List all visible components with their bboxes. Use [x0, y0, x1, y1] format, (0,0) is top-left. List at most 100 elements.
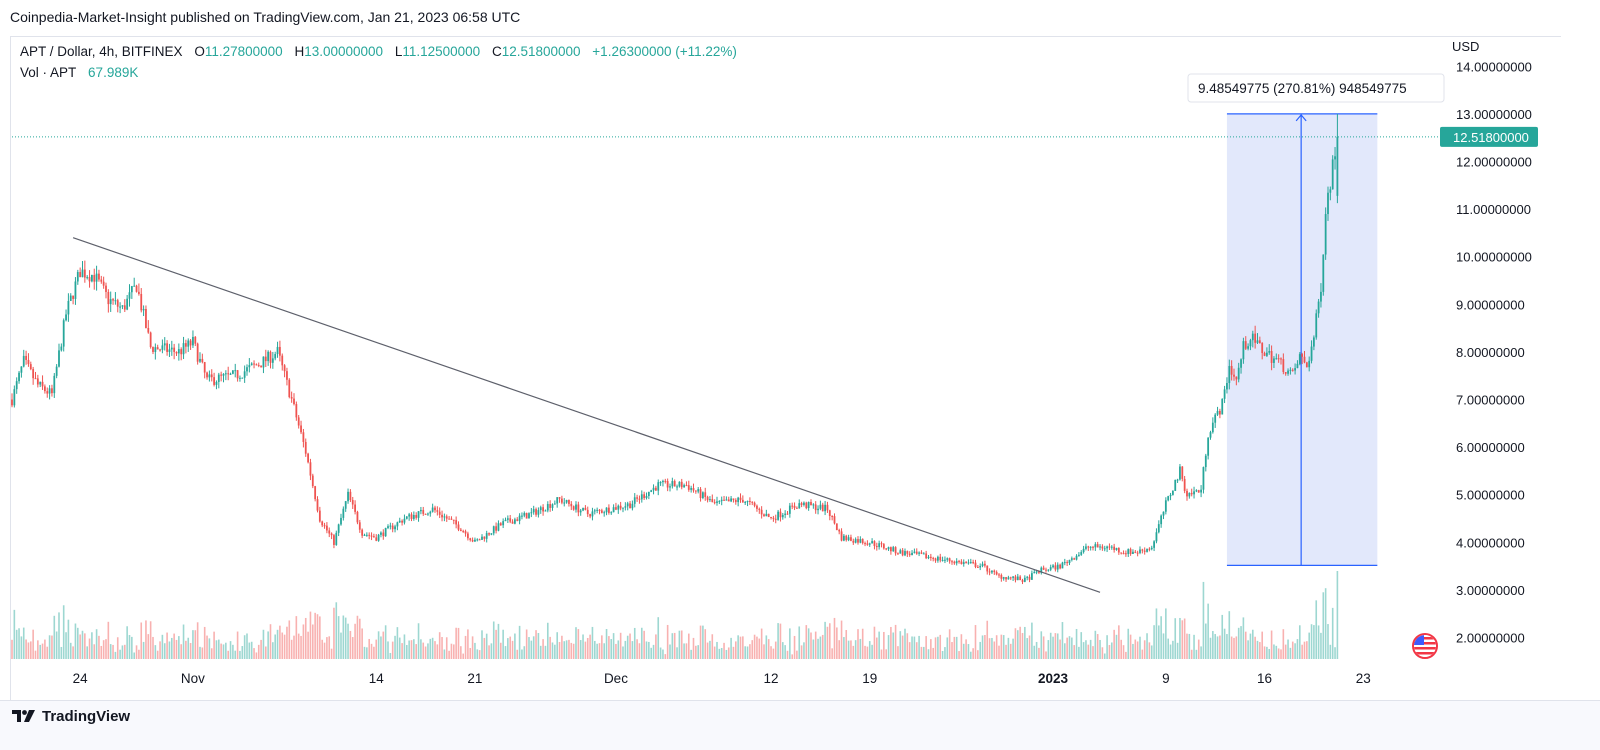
candle-body — [986, 565, 989, 572]
candle-body — [732, 498, 735, 500]
price-range-area[interactable] — [1226, 113, 1378, 566]
candle-body — [553, 503, 556, 505]
candle-body — [542, 507, 544, 512]
candle-body — [965, 562, 967, 564]
candle — [631, 500, 634, 511]
time-axis[interactable]: 24 Nov 14 21 Dec 12 19 2023 9 16 23 — [73, 671, 1371, 686]
candle — [387, 524, 389, 530]
candle-body — [36, 378, 39, 385]
candle — [1132, 549, 1134, 555]
candle — [1181, 466, 1184, 482]
volume-bar — [861, 628, 864, 659]
candle — [109, 291, 112, 312]
volume-bar — [1174, 618, 1177, 659]
candles — [11, 113, 1339, 585]
candle-body — [1320, 291, 1322, 302]
candle — [842, 534, 845, 542]
volume-bar — [1296, 639, 1299, 659]
candle-body — [600, 510, 603, 513]
candle — [676, 484, 678, 491]
candle-body — [1141, 549, 1144, 551]
volume-bar — [514, 633, 516, 659]
volume-bar — [380, 636, 382, 659]
volume-bar — [854, 640, 857, 659]
candle-body — [356, 511, 359, 523]
candle — [969, 558, 972, 564]
price-range-tool[interactable] — [1226, 113, 1378, 566]
candle — [372, 533, 375, 538]
price-axis[interactable]: USD 14.0000000013.0000000012.0000000011.… — [1452, 39, 1532, 646]
volume-bar — [509, 636, 511, 659]
volume-bar — [107, 621, 110, 659]
volume-bar — [1193, 634, 1195, 659]
candle-body — [163, 343, 166, 346]
volume-bar — [55, 631, 58, 659]
candle-body — [1012, 576, 1014, 578]
candle — [434, 505, 436, 513]
candle — [673, 479, 676, 487]
candle — [1061, 561, 1064, 569]
candle-body — [1331, 159, 1334, 190]
candle — [436, 506, 439, 516]
candle-body — [53, 375, 56, 394]
volume-bar — [922, 646, 925, 659]
volume-bar — [34, 650, 37, 659]
candle-body — [1240, 359, 1242, 368]
volume-bar — [1320, 632, 1322, 659]
tradingview-brand[interactable]: TradingView — [12, 706, 130, 726]
us-flag-icon[interactable] — [1412, 633, 1438, 659]
candle-body — [1261, 343, 1264, 354]
candle-body — [422, 509, 425, 514]
candle-body — [908, 553, 911, 556]
price-tick-label: 11.00000000 — [1456, 202, 1531, 217]
volume-bar — [704, 629, 707, 659]
candle — [988, 568, 991, 576]
volume-bar — [138, 649, 140, 659]
candle — [798, 499, 801, 509]
time-tick-label: 2023 — [1038, 671, 1069, 686]
candle — [210, 369, 213, 382]
volume-bar — [897, 646, 899, 659]
volume-bar — [1094, 630, 1097, 659]
volume-bar — [448, 650, 450, 659]
candle-body — [941, 559, 944, 561]
time-tick-label: 12 — [764, 671, 779, 686]
volume-bar — [119, 649, 121, 659]
candle-body — [1129, 549, 1132, 554]
candle — [168, 343, 171, 358]
trend-line[interactable] — [72, 237, 1101, 593]
volume-bar — [1141, 649, 1144, 659]
volume-bar — [436, 644, 439, 659]
candle-body — [1063, 562, 1066, 564]
volume-bar — [1035, 641, 1038, 659]
volume-bar — [887, 635, 890, 659]
candle-body — [1287, 370, 1289, 374]
candle-body — [152, 347, 154, 352]
candle — [260, 365, 262, 368]
candle — [629, 500, 631, 509]
candle-body — [1087, 546, 1090, 548]
candle — [1113, 543, 1116, 553]
volume-bar — [189, 643, 192, 659]
volume-bar — [807, 628, 810, 659]
candle — [1202, 466, 1205, 494]
volume-bar — [131, 636, 133, 659]
candle-body — [126, 298, 129, 310]
volume-bar — [850, 640, 852, 659]
candle — [1155, 528, 1158, 544]
candle-body — [1153, 541, 1155, 548]
candle-body — [1136, 552, 1139, 554]
candle — [199, 352, 201, 363]
candle-body — [875, 545, 878, 548]
volume-bar — [354, 623, 356, 659]
candle — [234, 363, 237, 378]
candle — [62, 318, 65, 352]
candle — [107, 289, 110, 313]
volume-bar — [502, 629, 504, 659]
candle — [657, 479, 660, 496]
candle-body — [1270, 351, 1273, 363]
volume-bar — [1197, 639, 1200, 659]
volume-bar — [300, 635, 302, 659]
volume-bar — [871, 644, 873, 659]
